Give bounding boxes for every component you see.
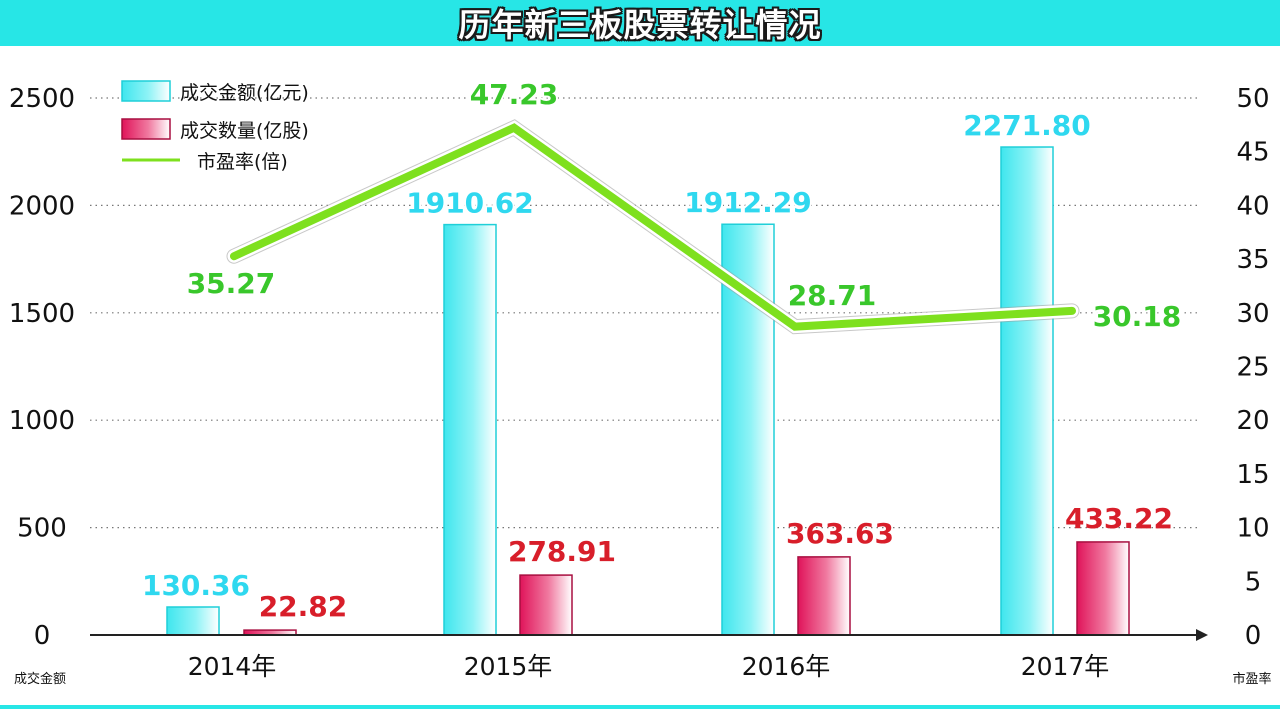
right-axis-title: 市盈率 <box>1232 671 1271 687</box>
left-tick-label: 1500 <box>9 299 75 329</box>
volume-value-label: 433.22 <box>1065 502 1173 535</box>
left-tick-label: 1000 <box>9 406 75 436</box>
right-tick-label: 40 <box>1236 191 1269 221</box>
right-tick-label: 0 <box>1245 621 1262 651</box>
legend-swatch-amount <box>121 80 171 102</box>
volume-bar <box>797 556 851 636</box>
amount-bar <box>1000 146 1054 636</box>
right-tick-label: 30 <box>1236 299 1269 329</box>
volume-value-label: 22.82 <box>259 590 348 623</box>
legend-label-volume: 成交数量(亿股) <box>180 120 309 142</box>
legend: 成交金额(亿元) 成交数量(亿股) 市盈率(倍) <box>121 80 309 173</box>
amount-value-label: 1912.29 <box>684 186 812 219</box>
right-tick-label: 10 <box>1236 514 1269 544</box>
amount-value-label: 2271.80 <box>963 109 1091 142</box>
left-tick-label: 0 <box>34 621 51 651</box>
pe-line-path <box>230 123 1076 331</box>
right-tick-label: 25 <box>1236 353 1269 383</box>
axes: 0 500 1000 1500 2000 2500 0 5 10 15 20 25 30 35 40 45 50… <box>9 84 1272 687</box>
data-labels: 130.36 1910.62 1912.29 2271.80 22.82 278.91 36… <box>140 76 1183 623</box>
volume-value-label: 278.91 <box>508 535 616 568</box>
category-label: 2017年 <box>1021 652 1110 681</box>
amount-value-label: 1910.62 <box>406 187 534 220</box>
pe-value-label: 47.23 <box>470 78 559 111</box>
right-tick-label: 15 <box>1236 460 1269 490</box>
legend-label-amount: 成交金额(亿元) <box>180 82 309 104</box>
amount-value-label: 130.36 <box>142 569 250 602</box>
legend-swatch-volume <box>121 118 171 140</box>
right-tick-label: 5 <box>1245 567 1262 597</box>
volume-value-label: 363.63 <box>786 517 894 550</box>
left-tick-label: 500 <box>17 514 67 544</box>
chart-title: 历年新三板股票转让情况 <box>458 6 822 44</box>
left-tick-label: 2000 <box>9 191 75 221</box>
volume-bar <box>1076 541 1130 636</box>
category-label: 2016年 <box>742 652 831 681</box>
legend-label-pe: 市盈率(倍) <box>197 151 288 173</box>
pe-value-label: 28.71 <box>788 279 877 312</box>
right-tick-label: 45 <box>1236 138 1269 168</box>
right-tick-label: 35 <box>1236 245 1269 275</box>
bottom-strip <box>0 705 1280 709</box>
volume-bar <box>519 574 573 636</box>
pe-line <box>226 119 1080 335</box>
amount-bar <box>166 606 220 636</box>
category-label: 2014年 <box>188 652 277 681</box>
category-label: 2015年 <box>464 652 553 681</box>
left-tick-label: 2500 <box>9 84 75 114</box>
amount-bar <box>443 223 497 636</box>
x-axis-arrow <box>1196 629 1208 641</box>
title-bar: 历年新三板股票转让情况 <box>0 0 1280 46</box>
left-axis-title: 成交金额 <box>14 671 66 687</box>
right-tick-label: 50 <box>1236 84 1269 114</box>
right-tick-label: 20 <box>1236 406 1269 436</box>
pe-value-label: 35.27 <box>187 267 276 300</box>
pe-value-label: 30.18 <box>1093 300 1182 333</box>
